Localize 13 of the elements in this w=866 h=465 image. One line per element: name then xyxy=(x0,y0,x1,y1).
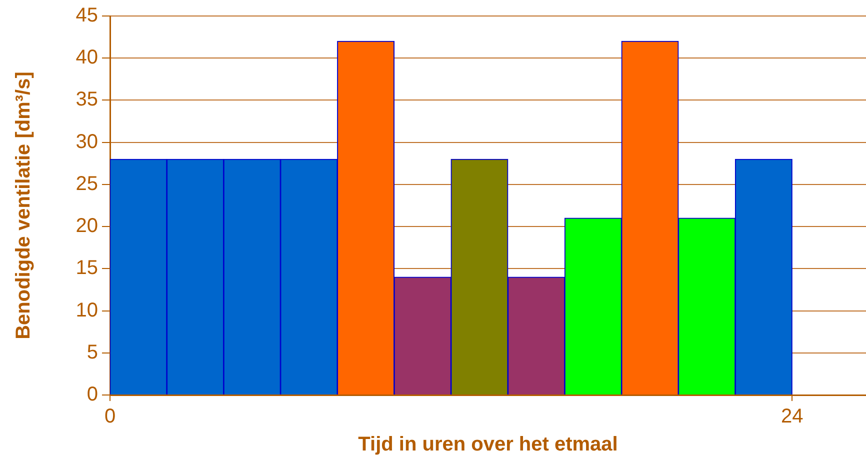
y-tick-label: 30 xyxy=(76,130,98,153)
y-tick-label: 45 xyxy=(76,4,98,27)
y-tick-label: 15 xyxy=(76,257,98,280)
y-tick-label: 35 xyxy=(76,88,98,111)
x-tick-label: 24 xyxy=(780,406,804,428)
y-tick-label: 0 xyxy=(86,384,98,406)
y-axis-title: Benodigde ventilatie [dm³/s] xyxy=(12,72,35,340)
y-tick-label: 25 xyxy=(76,172,98,195)
y-tick-label: 20 xyxy=(76,215,98,238)
y-tick-label: 40 xyxy=(76,46,98,69)
y-tick-label: 10 xyxy=(76,299,98,322)
x-axis-title: Tijd in uren over het etmaal xyxy=(358,434,618,456)
y-tick-label: 5 xyxy=(86,341,98,364)
